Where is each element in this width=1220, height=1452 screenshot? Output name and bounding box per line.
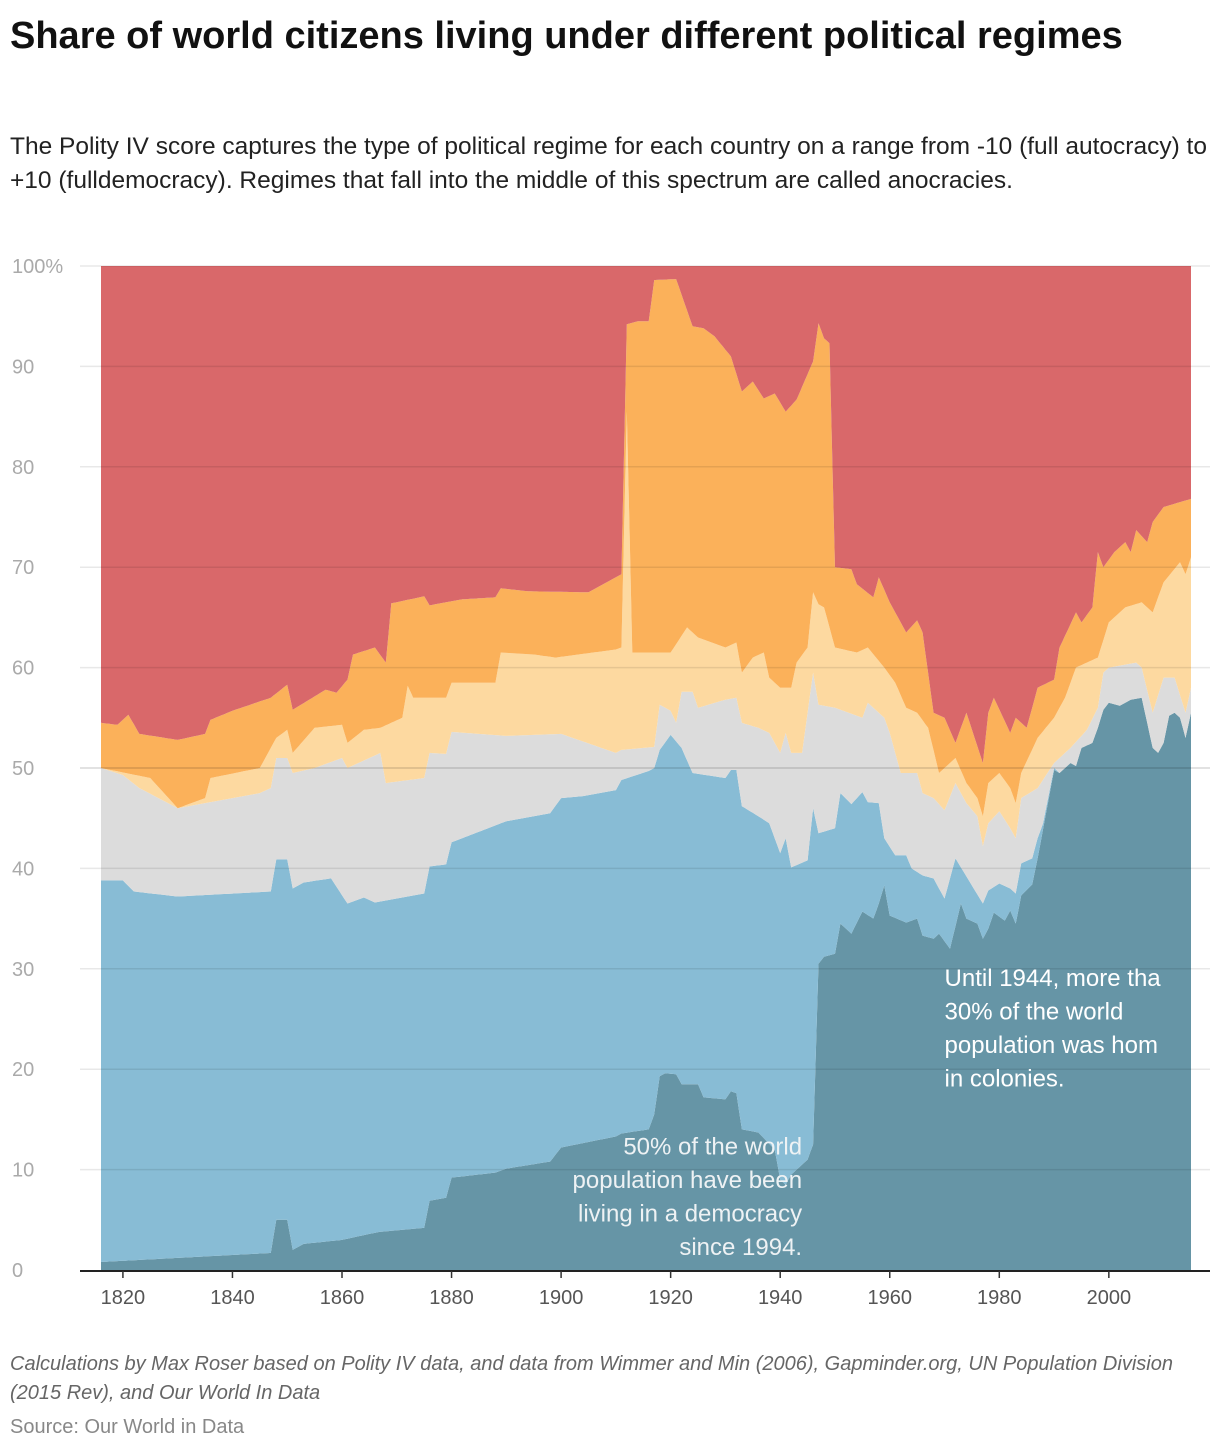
x-tick-label: 1840 (210, 1287, 255, 1309)
x-tick-label: 1980 (977, 1287, 1022, 1309)
source-link[interactable]: Source: Our World in Data (10, 1416, 245, 1438)
y-tick-label: 60 (12, 658, 34, 680)
footer-note: Calculations by Max Roser based on Polit… (10, 1353, 1173, 1404)
y-axis: 0 10 20 30 40 50 60 70 80 90 100% (12, 256, 63, 1282)
area-layer-0 (101, 697, 1191, 1270)
area-layer-2 (101, 662, 1191, 904)
x-tick-label: 1900 (539, 1287, 584, 1309)
y-tick-label: 20 (12, 1059, 34, 1081)
x-tick-label: 2000 (1087, 1287, 1132, 1309)
chart-subtitle: The Polity IV score captures the type of… (10, 133, 1207, 194)
chart-title: Share of world citizens living under dif… (10, 15, 1123, 57)
area-layers (101, 266, 1191, 1270)
x-tick-label: 1920 (648, 1287, 693, 1309)
y-tick-label: 0 (12, 1260, 23, 1282)
y-tick-label: 30 (12, 959, 34, 981)
y-tick-label: 80 (12, 457, 34, 479)
annotation-0: 50% of the world population have been livi… (573, 1134, 803, 1262)
x-tick-label: 1860 (320, 1287, 365, 1309)
annotation-1: Until 1944, more tha 30% of the world popu… (945, 965, 1162, 1092)
gridlines (80, 265, 1210, 1272)
y-tick-label: 70 (12, 557, 34, 579)
area-layer-3 (101, 411, 1191, 847)
x-axis: 1820 1840 1860 1880 1900 1920 1940 1960 1980 2000 (101, 1271, 1131, 1309)
y-tick-label: 10 (12, 1160, 34, 1182)
x-tick-label: 1940 (758, 1287, 803, 1309)
x-tick-label: 1820 (101, 1287, 146, 1309)
area-layer-1 (101, 697, 1191, 1262)
y-tick-label: 90 (12, 356, 34, 378)
y-tick-label: 50 (12, 758, 34, 780)
area-layer-4 (101, 279, 1191, 817)
x-tick-label: 1960 (867, 1287, 912, 1309)
y-tick-label: 40 (12, 858, 34, 880)
annotations: 50% of the world population have been livi… (573, 965, 1162, 1261)
x-tick-label: 1880 (429, 1287, 474, 1309)
y-tick-label: 100% (12, 256, 63, 278)
area-layer-5 (101, 266, 1191, 763)
